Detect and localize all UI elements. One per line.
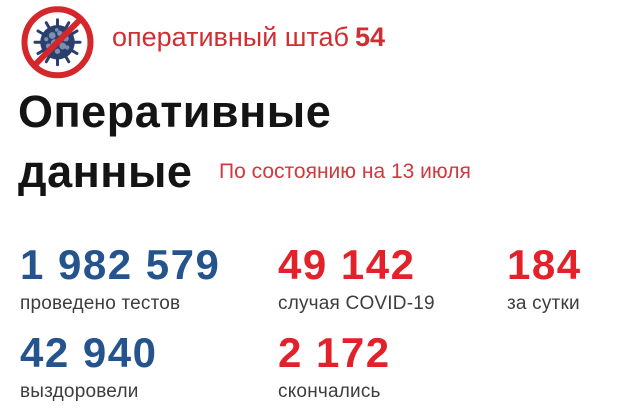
stat-label: выздоровели xyxy=(20,381,139,402)
virus-spikes xyxy=(33,18,82,67)
no-virus-icon xyxy=(21,6,94,79)
stat-daily: 184 за сутки xyxy=(507,241,582,315)
date-note: По состоянию на 13 июля xyxy=(219,160,471,183)
stat-label: проведено тестов xyxy=(20,293,181,314)
stat-label: случая COVID-19 xyxy=(278,293,435,314)
stat-value: 184 xyxy=(507,241,582,288)
stat-tests: 1 982 579 проведено тестов xyxy=(20,241,220,315)
org-label: оперативный штаб xyxy=(112,22,349,52)
prohibition-ring xyxy=(21,6,94,79)
stat-label: за сутки xyxy=(507,293,580,314)
org-title: оперативный штаб 54 xyxy=(112,22,385,52)
page-title-line1: Оперативные xyxy=(18,86,332,137)
stat-value: 49 142 xyxy=(278,241,416,288)
org-number: 54 xyxy=(355,22,386,52)
stat-value: 2 172 xyxy=(278,329,391,376)
page-title: Оперативные данные xyxy=(18,82,331,202)
stat-value: 1 982 579 xyxy=(20,241,221,288)
stat-cases: 49 142 случая COVID-19 xyxy=(278,241,435,315)
stat-value: 42 940 xyxy=(20,329,158,376)
page-title-line2: данные xyxy=(18,146,193,197)
prohibition-slash xyxy=(32,16,83,68)
stat-deaths: 2 172 скончались xyxy=(278,329,391,403)
stat-label: скончались xyxy=(278,381,381,402)
stat-recovered: 42 940 выздоровели xyxy=(20,329,157,403)
